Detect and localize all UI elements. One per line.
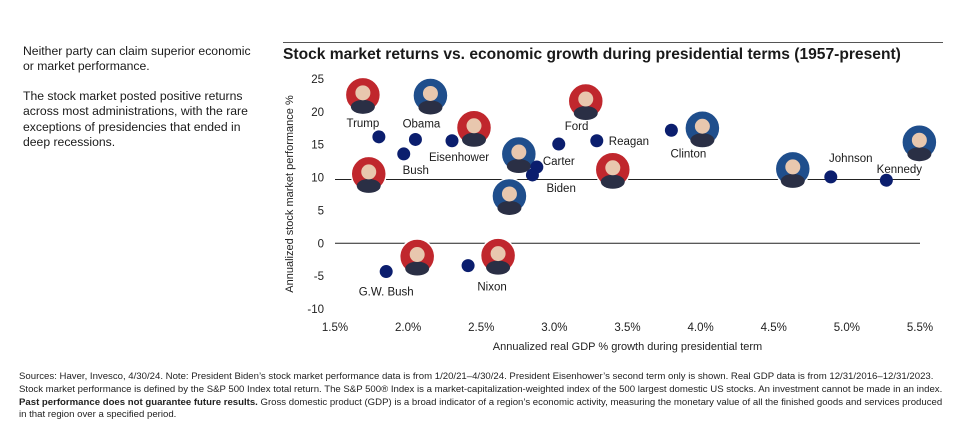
data-point-trump: [372, 130, 386, 144]
data-point-clinton: [664, 123, 678, 137]
point-label-g-w-bush: G.W. Bush: [359, 287, 414, 299]
portrait-face-carter: [511, 144, 527, 160]
portrait-face-nixon: [490, 246, 506, 262]
data-point-kennedy: [879, 173, 893, 187]
x-axis-label: Annualized real GDP % growth during pres…: [493, 341, 762, 353]
y-tick-label: 25: [311, 74, 324, 86]
data-point-reagan: [590, 134, 604, 148]
portrait-shoulders-obama: [418, 100, 443, 115]
portrait-face-bush: [361, 164, 377, 180]
data-point-nixon: [461, 259, 475, 273]
portrait-shoulders-carter: [506, 159, 531, 174]
data-point-ford: [552, 137, 566, 151]
footnote-disclaimer: Past performance does not guarantee futu…: [19, 396, 258, 408]
portrait-shoulders-bush: [356, 178, 381, 193]
portrait-face-g-w-bush: [409, 247, 425, 263]
point-label-reagan: Reagan: [609, 136, 649, 148]
summary-paragraph-1: Neither party can claim superior economi…: [23, 44, 251, 74]
scatter-chart: -10 -5 0 5 10 15 20 25 1.5% 2.0% 2.5% 3.0% 3.5% 4.0% 4…: [284, 74, 938, 353]
portrait-face-obama: [422, 85, 438, 101]
y-tick-label: -5: [314, 271, 324, 283]
portrait-shoulders-eisenhower: [462, 132, 486, 147]
point-label-carter: Carter: [543, 156, 575, 168]
point-label-eisenhower: Eisenhower: [429, 152, 489, 164]
data-point-eisenhower: [445, 134, 459, 148]
footnote-text-2: Gross domestic product (GDP) is a broad …: [19, 396, 943, 421]
footnote: Sources: Haver, Invesco, 4/30/24. Note: …: [19, 371, 944, 422]
x-tick-label: 4.5%: [761, 322, 787, 334]
y-tick-label: 0: [318, 238, 324, 250]
point-label-nixon: Nixon: [477, 282, 506, 294]
portrait-face-trump: [355, 85, 371, 101]
portrait-shoulders-reagan: [600, 174, 625, 189]
portrait-face-reagan: [605, 160, 621, 176]
portrait-shoulders-nixon: [486, 260, 511, 275]
y-axis-label: Annualized stock market performance %: [284, 95, 296, 293]
data-point-obama: [408, 132, 422, 146]
data-point-bush: [397, 147, 411, 161]
y-tick-label: 15: [311, 140, 324, 152]
point-label-ford: Ford: [565, 121, 589, 133]
point-label-kennedy: Kennedy: [877, 164, 923, 176]
portrait-face-ford: [578, 91, 594, 107]
y-tick-label: 5: [318, 205, 324, 217]
portrait-shoulders-johnson: [780, 173, 805, 188]
portrait-face-clinton: [694, 118, 710, 134]
portrait-shoulders-biden: [497, 200, 522, 215]
portrait-shoulders-kennedy: [907, 147, 932, 162]
data-point-johnson: [824, 170, 838, 184]
x-tick-label: 2.0%: [395, 322, 421, 334]
portrait-shoulders-trump: [350, 99, 375, 114]
y-tick-label: 10: [311, 173, 324, 185]
point-label-trump: Trump: [346, 118, 379, 130]
portrait-face-kennedy: [911, 132, 927, 148]
point-label-bush: Bush: [403, 165, 429, 177]
portrait-shoulders-g-w-bush: [405, 261, 430, 276]
portrait-face-biden: [501, 186, 517, 202]
data-point-g-w-bush: [379, 265, 393, 279]
y-tick-label: -10: [307, 304, 324, 316]
chart-title: Stock market returns vs. economic growth…: [283, 46, 901, 63]
portrait-face-johnson: [785, 159, 801, 175]
title-divider: [283, 42, 943, 43]
data-point-biden: [525, 168, 539, 182]
x-tick-label: 2.5%: [468, 322, 494, 334]
portrait-shoulders-ford: [573, 106, 598, 121]
footnote-text-1: Sources: Haver, Invesco, 4/30/24. Note: …: [19, 371, 943, 395]
portrait-face-eisenhower: [466, 118, 482, 134]
x-tick-label: 3.0%: [541, 322, 567, 334]
x-tick-label: 5.0%: [834, 322, 860, 334]
x-tick-label: 1.5%: [322, 322, 348, 334]
summary-text: Neither party can claim superior economi…: [23, 44, 263, 164]
point-label-johnson: Johnson: [829, 153, 872, 165]
x-tick-label: 3.5%: [614, 322, 640, 334]
y-tick-label: 20: [311, 107, 324, 119]
x-tick-label: 4.0%: [688, 322, 714, 334]
point-label-clinton: Clinton: [670, 148, 706, 160]
x-tick-label: 5.5%: [907, 322, 933, 334]
point-label-obama: Obama: [403, 118, 441, 130]
summary-paragraph-2: The stock market posted positive returns…: [23, 88, 248, 150]
portrait-shoulders-clinton: [690, 133, 715, 148]
point-label-biden: Biden: [546, 183, 575, 195]
